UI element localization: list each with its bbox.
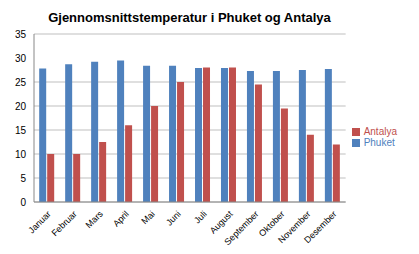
- svg-text:Mars: Mars: [84, 209, 106, 231]
- html-text:Phuket: Phuket: [363, 137, 395, 148]
- svg-text:0: 0: [20, 197, 26, 208]
- svg-text:35: 35: [15, 29, 27, 40]
- svg-text:Juni: Juni: [164, 209, 183, 228]
- svg-text:Februar: Februar: [50, 209, 79, 238]
- svg-text:September: September: [222, 209, 260, 246]
- svg-text:30: 30: [15, 53, 27, 64]
- svg-text:Desember: Desember: [302, 209, 338, 245]
- svg-text:November: November: [276, 208, 313, 246]
- svg-text:Oktober: Oktober: [256, 208, 287, 239]
- svg-text:April: April: [111, 209, 131, 229]
- html-text:Antalya: Antalya: [363, 126, 397, 137]
- svg-text:Mai: Mai: [139, 209, 156, 226]
- html-text:Gjennomsnittstemperatur i Phuk: Gjennomsnittstemperatur i Phuket og Anta…: [48, 10, 331, 25]
- svg-text:15: 15: [15, 125, 27, 136]
- svg-text:5: 5: [20, 173, 26, 184]
- svg-text:25: 25: [15, 77, 27, 88]
- svg-text:August: August: [207, 208, 235, 236]
- svg-text:Juli: Juli: [192, 209, 209, 226]
- svg-text:Januar: Januar: [26, 208, 53, 236]
- svg-text:20: 20: [15, 101, 27, 112]
- svg-text:10: 10: [15, 149, 27, 160]
